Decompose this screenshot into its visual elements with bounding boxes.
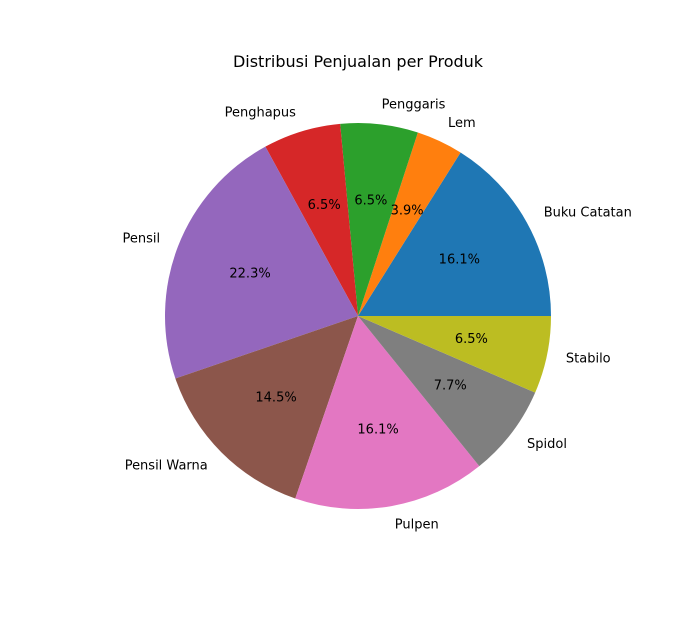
pie-slice-lem [358,132,461,316]
slice-percentage: 22.3% [229,267,270,282]
pie-slice-pensil [164,146,358,379]
pie-slice-buku-catatan [358,152,551,316]
slice-percentage: 6.5% [455,332,488,347]
slice-percentage: 6.5% [354,193,387,208]
slice-percentage: 3.9% [391,204,424,219]
chart-title: Distribusi Penjualan per Produk [233,52,484,71]
pie-slice-pensil-warna [175,316,358,499]
slice-label: Penggaris [382,98,446,113]
pie-slices [164,123,551,509]
slice-percentage: 16.1% [439,252,480,267]
slice-label: Penghapus [225,105,297,120]
slice-label: Pulpen [395,518,439,533]
pie-slice-pulpen [295,316,480,509]
slice-label: Stabilo [566,352,611,367]
pie-slice-penggaris [340,123,418,316]
slice-label: Spidol [527,437,567,452]
slice-label: Lem [448,116,476,131]
slice-label: Pensil Warna [125,459,208,474]
pie-slice-spidol [358,316,536,467]
slice-label: Pensil [122,232,160,247]
slice-percentage: 16.1% [357,423,398,438]
pie-labels: Buku Catatan 16.1% Lem 3.9% Penggaris 6.5% Pen… [122,98,631,533]
pie-slice-stabilo [358,316,551,393]
slice-percentage: 14.5% [255,390,296,405]
slice-label: Buku Catatan [544,206,632,221]
slice-percentage: 7.7% [434,379,467,394]
slice-percentage: 6.5% [308,198,341,213]
pie-slice-penghapus [265,123,358,316]
